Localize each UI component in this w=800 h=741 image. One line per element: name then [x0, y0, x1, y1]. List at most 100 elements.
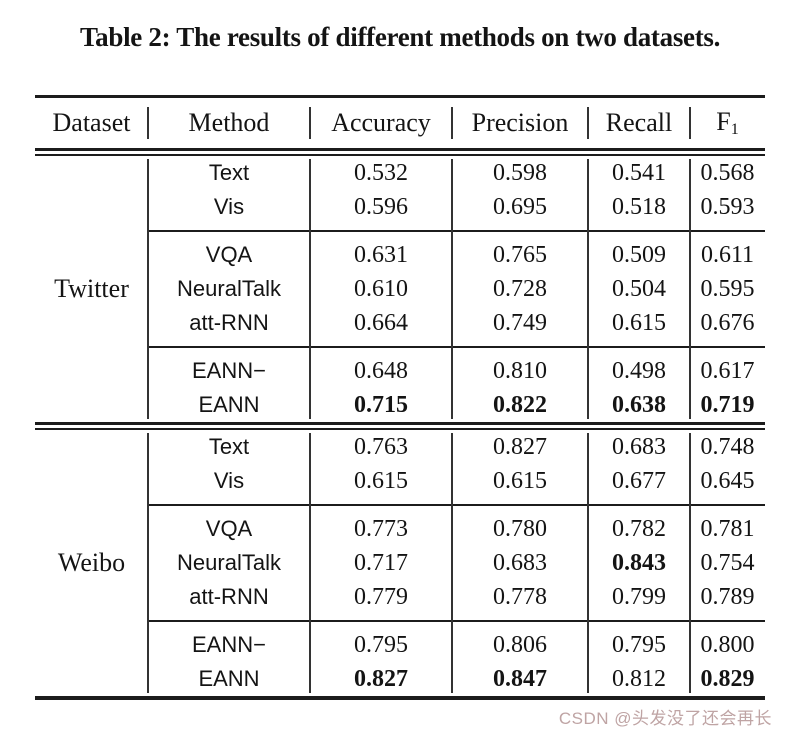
method-cell: EANN: [198, 666, 260, 691]
method-cell: NeuralTalk: [177, 276, 281, 301]
column-separator: [309, 159, 311, 419]
group-divider-rule: [148, 620, 765, 622]
f1-value: 0.595: [700, 276, 755, 302]
col-header-recall: Recall: [605, 108, 673, 137]
table-row: att-RNN 0.779 0.778 0.799 0.789: [35, 580, 765, 614]
method-cell: att-RNN: [189, 584, 269, 609]
recall-value: 0.782: [612, 516, 666, 542]
table-row: EANN 0.827 0.847 0.812 0.829: [35, 662, 765, 696]
f1-value: 0.829: [700, 666, 755, 692]
f1-value: 0.719: [700, 392, 755, 418]
f1-value: 0.617: [700, 358, 755, 384]
column-separator: [587, 159, 589, 419]
table-row: EANN− 0.648 0.810 0.498 0.617: [35, 354, 765, 388]
recall-value: 0.518: [612, 194, 666, 220]
recall-value: 0.541: [612, 160, 666, 186]
precision-value: 0.810: [493, 358, 547, 384]
precision-value: 0.778: [493, 584, 547, 610]
table-row: EANN− 0.795 0.806 0.795 0.800: [35, 628, 765, 662]
precision-value: 0.598: [493, 160, 547, 186]
precision-value: 0.683: [493, 550, 547, 576]
section-double-rule: [35, 422, 765, 430]
column-separator: [147, 159, 149, 419]
recall-value: 0.812: [612, 666, 666, 692]
dataset-label-twitter: Twitter: [54, 274, 129, 303]
precision-value: 0.728: [493, 276, 547, 302]
f1-base: F: [716, 106, 731, 136]
twitter-section: Twitter Text 0.532 0.598 0.541 0.568 Vis…: [35, 156, 765, 422]
method-cell: VQA: [205, 242, 253, 267]
accuracy-value: 0.631: [354, 242, 408, 268]
table-bottom-rule: [35, 696, 765, 700]
recall-value: 0.615: [612, 310, 666, 336]
accuracy-value: 0.779: [354, 584, 408, 610]
method-cell: Vis: [213, 194, 245, 219]
group-divider-rule: [148, 230, 765, 232]
dataset-label-weibo: Weibo: [57, 548, 126, 577]
header-double-rule: [35, 148, 765, 156]
precision-value: 0.822: [493, 392, 547, 418]
weibo-section: Weibo Text 0.763 0.827 0.683 0.748 Vis 0…: [35, 430, 765, 696]
column-separator: [689, 159, 691, 419]
table-row: Vis 0.596 0.695 0.518 0.593: [35, 190, 765, 224]
accuracy-value: 0.648: [354, 358, 408, 384]
method-cell: Text: [208, 434, 250, 459]
method-cell: Text: [208, 160, 250, 185]
f1-value: 0.611: [700, 242, 755, 268]
recall-value: 0.504: [612, 276, 666, 302]
accuracy-value: 0.596: [354, 194, 408, 220]
table-caption: Table 2: The results of different method…: [79, 22, 721, 52]
column-separator: [587, 107, 589, 139]
table-row: att-RNN 0.664 0.749 0.615 0.676: [35, 306, 765, 340]
f1-value: 0.789: [700, 584, 755, 610]
method-cell: EANN−: [192, 632, 266, 657]
column-separator: [689, 433, 691, 693]
f1-value: 0.645: [700, 468, 755, 494]
method-cell: VQA: [205, 516, 253, 541]
table-row: VQA 0.773 0.780 0.782 0.781: [35, 512, 765, 546]
accuracy-value: 0.715: [354, 392, 408, 418]
table-row: VQA 0.631 0.765 0.509 0.611: [35, 238, 765, 272]
recall-value: 0.843: [612, 550, 666, 576]
watermark: CSDN @头发没了还会再长: [558, 709, 772, 728]
method-cell: att-RNN: [189, 310, 269, 335]
f1-value: 0.781: [700, 516, 755, 542]
f1-value: 0.593: [700, 194, 755, 220]
table-row: Vis 0.615 0.615 0.677 0.645: [35, 464, 765, 498]
recall-value: 0.795: [612, 632, 666, 658]
accuracy-value: 0.615: [354, 468, 408, 494]
recall-value: 0.638: [612, 392, 666, 418]
method-cell: Vis: [213, 468, 245, 493]
precision-value: 0.765: [493, 242, 547, 268]
recall-value: 0.683: [612, 434, 666, 460]
recall-value: 0.799: [612, 584, 666, 610]
recall-value: 0.498: [612, 358, 666, 384]
column-separator: [147, 107, 149, 139]
table-row: EANN 0.715 0.822 0.638 0.719: [35, 388, 765, 422]
method-cell: EANN: [198, 392, 260, 417]
group-divider-rule: [148, 346, 765, 348]
accuracy-value: 0.664: [354, 310, 408, 336]
precision-value: 0.615: [493, 468, 547, 494]
f1-value: 0.754: [700, 550, 755, 576]
accuracy-value: 0.773: [354, 516, 408, 542]
column-separator: [451, 159, 453, 419]
table-row: Text 0.763 0.827 0.683 0.748: [35, 430, 765, 464]
accuracy-value: 0.827: [354, 666, 408, 692]
f1-value: 0.800: [700, 632, 755, 658]
f1-subscript: 1: [730, 121, 739, 138]
table-row: NeuralTalk 0.717 0.683 0.843 0.754: [35, 546, 765, 580]
table-top-rule: [35, 95, 765, 98]
col-header-method: Method: [188, 108, 270, 137]
page: { "caption": "Table 2: The results of di…: [0, 16, 800, 741]
column-separator: [309, 433, 311, 693]
precision-value: 0.695: [493, 194, 547, 220]
recall-value: 0.677: [612, 468, 666, 494]
column-separator: [451, 433, 453, 693]
column-separator: [689, 107, 691, 139]
accuracy-value: 0.795: [354, 632, 408, 658]
column-separator: [587, 433, 589, 693]
column-separator: [309, 107, 311, 139]
f1-value: 0.748: [700, 434, 755, 460]
column-separator: [147, 433, 149, 693]
